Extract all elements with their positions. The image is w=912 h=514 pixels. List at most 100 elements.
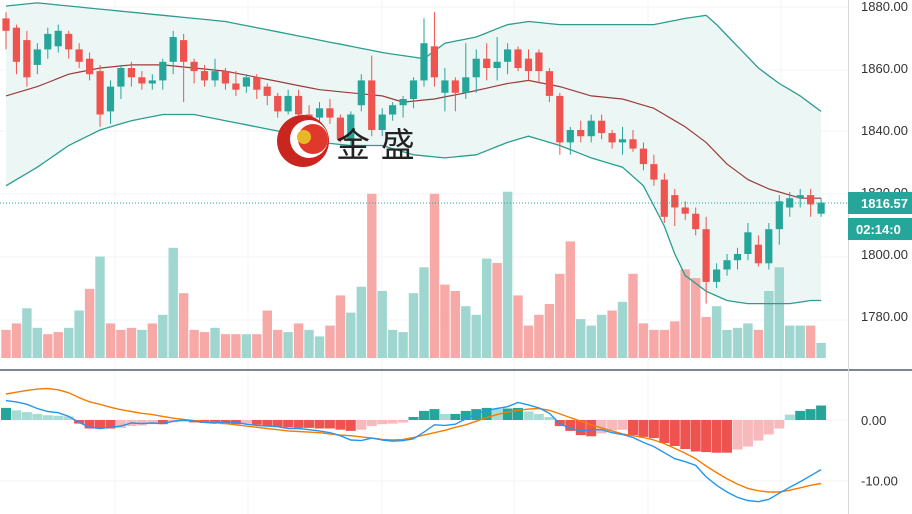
candle-body: [524, 58, 533, 72]
candle: [75, 43, 83, 68]
candle-body: [117, 68, 125, 87]
macd-histogram-bar: [387, 420, 398, 424]
volume-bar: [84, 288, 95, 358]
candle: [409, 77, 418, 109]
candle-body: [733, 254, 742, 261]
candle-body: [462, 77, 470, 93]
macd-histogram-bar: [638, 420, 649, 437]
volume-bar: [659, 329, 669, 358]
macd-line: [5, 399, 822, 503]
last-price-label: 1816.57: [861, 196, 908, 211]
countdown-label: 02:14:0: [856, 222, 901, 237]
macd-histogram-bar: [711, 420, 722, 453]
macd-histogram-bar: [680, 420, 691, 449]
macd-histogram-bar: [439, 413, 450, 420]
candle: [608, 130, 616, 149]
candle-body: [232, 83, 240, 90]
candle: [399, 95, 407, 118]
macd-histogram-bar: [763, 420, 774, 435]
macd-histogram-bar: [272, 420, 283, 427]
candle: [190, 58, 198, 84]
volume-bar: [753, 329, 764, 358]
candle: [577, 120, 585, 143]
candle-body: [2, 18, 10, 31]
candle-body: [263, 86, 271, 96]
volume-bar: [367, 193, 377, 358]
volume-bar: [785, 325, 795, 358]
candle: [504, 43, 512, 75]
macd-tick-label: 0.00: [861, 413, 886, 428]
candle-body: [796, 195, 804, 199]
candle-body: [65, 33, 73, 50]
macd-histogram-bar: [115, 420, 126, 428]
candle-body: [671, 195, 679, 208]
macd-panel: [1, 387, 827, 503]
volume-bar: [408, 293, 419, 358]
candle: [148, 74, 156, 90]
volume-bar: [419, 267, 429, 358]
volume-bar: [711, 306, 722, 358]
volume-bar: [314, 336, 325, 358]
candle: [587, 114, 595, 143]
macd-histogram-bar: [241, 420, 252, 424]
volume-bar: [53, 332, 63, 358]
volume-bar: [482, 258, 492, 358]
price-axis[interactable]: 1880.001860.001840.001820.001800.001780.…: [848, 0, 909, 370]
macd-histogram-bar: [366, 420, 377, 427]
volume-bar: [440, 284, 450, 358]
volume-bar: [252, 334, 262, 358]
candle: [765, 223, 773, 270]
candle-body: [660, 179, 668, 217]
candle: [671, 188, 679, 227]
candle: [368, 55, 376, 137]
candle-body: [295, 95, 303, 115]
volume-bar: [377, 291, 387, 358]
macd-histogram-bar: [659, 420, 670, 443]
candle: [200, 64, 209, 87]
candle-body: [274, 95, 282, 112]
volume-bar: [158, 314, 168, 358]
volume-bar: [513, 295, 523, 358]
candle-body: [765, 229, 773, 264]
candle-body: [169, 37, 177, 62]
candle: [733, 247, 742, 270]
candle: [618, 126, 627, 155]
candle: [54, 24, 62, 53]
candle: [462, 43, 470, 99]
macd-histogram-bar: [575, 420, 586, 436]
macd-histogram-bar: [742, 420, 753, 447]
volume-bar: [805, 325, 816, 358]
volume-bar: [774, 267, 784, 358]
candle-body: [639, 148, 647, 165]
candle-body: [200, 71, 209, 81]
volume-bar: [544, 304, 555, 358]
candle: [472, 49, 480, 93]
volume-bar: [722, 329, 732, 358]
volume-bar: [398, 332, 408, 358]
macd-histogram-bar: [481, 407, 492, 420]
candle: [598, 114, 606, 140]
volume-bars: [1, 191, 826, 358]
volume-bar: [649, 329, 659, 358]
candle: [451, 77, 459, 112]
macd-histogram-bar: [251, 420, 262, 425]
macd-axis[interactable]: 0.00 -10.00: [848, 370, 898, 514]
candle-body: [775, 201, 783, 230]
volume-bar: [816, 342, 826, 358]
candlesticks: [2, 12, 825, 304]
volume-bar: [471, 314, 481, 358]
volume-bar: [617, 301, 628, 358]
candle-body: [23, 40, 31, 78]
macd-signal-line: [5, 387, 822, 493]
candle-body: [535, 52, 543, 72]
volume-bar: [64, 327, 74, 358]
volume-bar: [429, 193, 440, 358]
macd-histogram-bar: [398, 420, 409, 423]
macd-histogram-bar: [84, 420, 95, 429]
candle: [441, 68, 449, 112]
countdown-badge: [848, 218, 912, 240]
candle-body: [106, 86, 115, 112]
macd-histogram-bar: [356, 420, 367, 430]
